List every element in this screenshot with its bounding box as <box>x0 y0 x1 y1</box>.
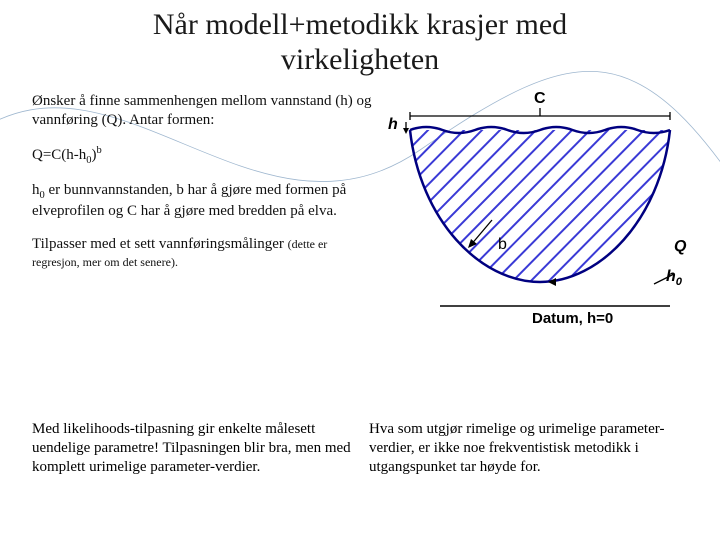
formula-sup: b <box>97 145 102 156</box>
paragraph-intro: Ønsker å finne sammenhengen mellom vanns… <box>32 92 372 130</box>
left-column: Ønsker å finne sammenhengen mellom vanns… <box>32 92 372 286</box>
bottom-left-text: Med likelihoods-tilpasning gir enkelte m… <box>32 420 355 476</box>
title-line1: Når modell+metodikk krasjer med <box>153 8 567 41</box>
paragraph-explain: h0 er bunnvannstanden, b har å gjøre med… <box>32 181 372 221</box>
river-cross-section-diagram: C h b Q h0 Datum, h=0 <box>382 92 692 332</box>
page-title: Når modell+metodikk krasjer med virkelig… <box>0 0 720 77</box>
p2-rest: er bunnvannstanden, b har å gjøre med fo… <box>32 182 346 219</box>
formula-text: Q=C(h-h <box>32 147 86 163</box>
label-Q: Q <box>674 238 686 256</box>
p2-h: h <box>32 182 40 198</box>
label-b: b <box>498 236 507 254</box>
paragraph-fit: Tilpasser med et sett vannføringsmålinge… <box>32 235 372 273</box>
label-h: h <box>388 116 398 134</box>
formula: Q=C(h-h0)b <box>32 144 372 167</box>
label-datum: Datum, h=0 <box>532 310 613 327</box>
label-h0-text: h <box>666 268 676 285</box>
label-h0-sub: 0 <box>676 276 682 288</box>
bottom-right-text: Hva som utgjør rimelige og urimelige par… <box>369 420 692 476</box>
diagram-svg <box>382 92 692 332</box>
title-line2: virkeligheten <box>281 43 439 76</box>
label-C: C <box>534 90 546 108</box>
p3-a: Tilpasser med et sett vannføringsmålinge… <box>32 236 288 252</box>
bottom-row: Med likelihoods-tilpasning gir enkelte m… <box>32 420 692 476</box>
label-h0: h0 <box>666 268 682 288</box>
